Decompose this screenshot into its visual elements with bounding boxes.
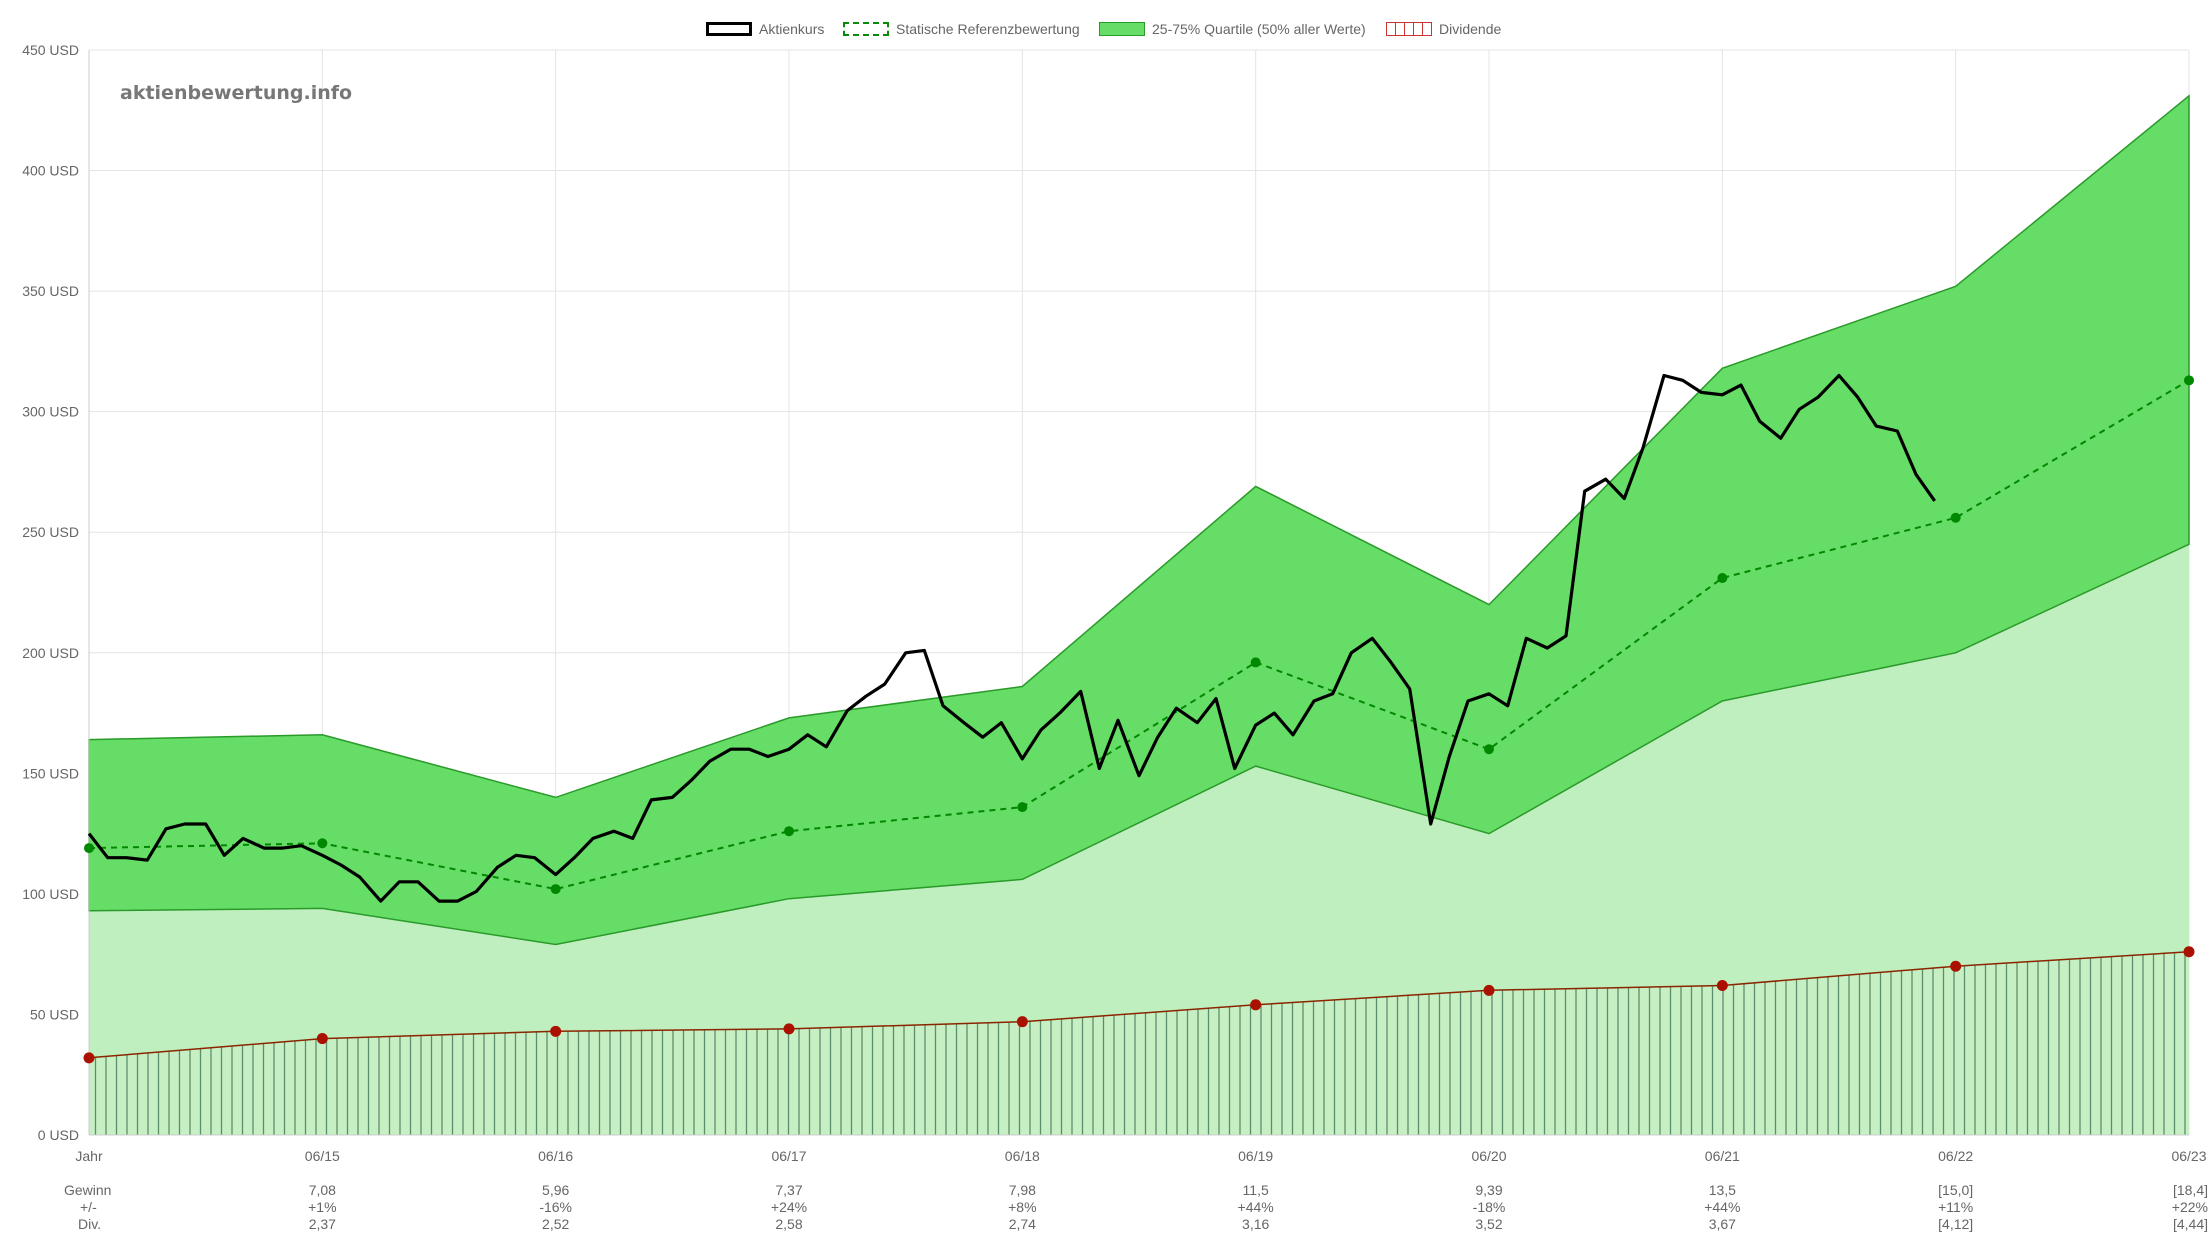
x-tick-label: 06/15 xyxy=(305,1148,340,1164)
quartile-band xyxy=(88,94,2190,946)
legend-label: 25-75% Quartile (50% aller Werte) xyxy=(1152,21,1366,37)
reference-point xyxy=(1717,573,1728,584)
table-cell-change: -16% xyxy=(539,1199,572,1215)
table-cell-div: [4,12] xyxy=(1938,1216,1974,1232)
y-tick-label: 250 USD xyxy=(22,524,79,540)
table-cell-change: -18% xyxy=(1472,1199,1506,1215)
dividend-point xyxy=(1250,999,1262,1011)
x-tick-label: 06/23 xyxy=(2171,1148,2206,1164)
dividend-point xyxy=(83,1052,95,1064)
legend-item-dividende[interactable]: Dividende xyxy=(1386,20,1501,38)
table-cell-div: 2,52 xyxy=(542,1216,570,1232)
table-cell-change: +44% xyxy=(1237,1199,1274,1215)
table-cell-gewinn: 9,39 xyxy=(1475,1182,1503,1198)
y-tick-label: 450 USD xyxy=(22,42,79,58)
x-tick-label: 06/18 xyxy=(1005,1148,1040,1164)
dividend-point xyxy=(2183,946,2195,958)
y-tick-label: 50 USD xyxy=(30,1006,79,1022)
watermark: aktienbewertung.info xyxy=(120,82,353,104)
reference-point xyxy=(317,838,328,849)
y-tick-label: 0 USD xyxy=(38,1127,79,1143)
x-tick-label: 06/19 xyxy=(1238,1148,1273,1164)
table-cell-gewinn: 7,08 xyxy=(308,1182,336,1198)
x-tick-label: 06/16 xyxy=(538,1148,573,1164)
reference-point xyxy=(1950,512,1961,523)
legend-swatch-reference xyxy=(843,22,889,36)
dividend-point xyxy=(1950,960,1962,972)
dividend-area xyxy=(89,951,2189,1135)
y-tick-label: 400 USD xyxy=(22,163,79,179)
row-label-div: Div. xyxy=(78,1216,102,1232)
row-label-change: +/- xyxy=(80,1199,97,1215)
table-cell-change: +11% xyxy=(1938,1199,1974,1215)
dividend-point xyxy=(1716,980,1728,992)
reference-point xyxy=(1017,802,1028,813)
table-cell-div: 2,37 xyxy=(308,1216,336,1232)
y-tick-label: 100 USD xyxy=(22,886,79,902)
table-cell-gewinn: 11,5 xyxy=(1242,1182,1269,1198)
table-cell-div: 3,16 xyxy=(1242,1216,1270,1232)
table-cell-div: 2,74 xyxy=(1008,1216,1036,1232)
table-cell-change: +24% xyxy=(770,1199,808,1215)
reference-point xyxy=(2184,375,2194,386)
price-line xyxy=(87,373,1937,903)
dividend-point xyxy=(1483,984,1495,996)
reference-point xyxy=(1484,744,1494,755)
table-cell-gewinn: [18,4] xyxy=(2172,1182,2208,1198)
legend-item-referenz[interactable]: Statische Referenzbewertung xyxy=(843,20,1080,38)
x-tick-label: 06/22 xyxy=(1938,1148,1973,1164)
legend-label: Statische Referenzbewertung xyxy=(896,21,1080,37)
legend-swatch-price xyxy=(706,22,752,36)
reference-point xyxy=(550,884,561,895)
legend-label: Aktienkurs xyxy=(759,21,825,37)
table-cell-gewinn: 7,37 xyxy=(775,1182,803,1198)
reference-point xyxy=(784,826,794,837)
reference-line xyxy=(88,379,2190,891)
legend-label: Dividende xyxy=(1439,21,1502,37)
y-tick-label: 150 USD xyxy=(22,765,79,781)
y-tick-label: 200 USD xyxy=(22,645,79,661)
row-label-gewinn: Gewinn xyxy=(64,1182,112,1198)
dividend-point xyxy=(316,1033,328,1045)
x-tick-label: 06/20 xyxy=(1471,1148,1506,1164)
table-cell-gewinn: 5,96 xyxy=(542,1182,570,1198)
table-cell-change: +8% xyxy=(1008,1199,1037,1215)
dividend-point xyxy=(550,1025,562,1037)
x-tick-label: 06/17 xyxy=(771,1148,806,1164)
legend-item-aktienkurs[interactable]: Aktienkurs xyxy=(706,20,824,38)
legend-item-quartile[interactable]: 25-75% Quartile (50% aller Werte) xyxy=(1099,20,1366,38)
table-cell-div: 2,58 xyxy=(775,1216,803,1232)
table-cell-gewinn: 7,98 xyxy=(1008,1182,1036,1198)
dividend-line xyxy=(88,951,2190,1059)
table-cell-change: +22% xyxy=(2171,1199,2208,1215)
table-cell-change: +44% xyxy=(1704,1199,1741,1215)
legend-swatch-dividend xyxy=(1386,22,1432,36)
legend-swatch-band xyxy=(1099,22,1145,36)
table-cell-gewinn: 13,5 xyxy=(1708,1182,1736,1198)
y-tick-label: 300 USD xyxy=(22,404,79,420)
x-tick-label: 06/21 xyxy=(1705,1148,1740,1164)
dividend-point xyxy=(783,1023,795,1035)
x-tick-label: Jahr xyxy=(75,1148,103,1164)
dividend-point xyxy=(1016,1016,1028,1028)
table-cell-div: 3,67 xyxy=(1708,1216,1736,1232)
table-cell-div: 3,52 xyxy=(1475,1216,1503,1232)
reference-point xyxy=(84,843,94,854)
y-tick-label: 350 USD xyxy=(22,283,79,299)
reference-point xyxy=(1250,657,1261,668)
table-cell-change: +1% xyxy=(308,1199,337,1215)
table-cell-gewinn: [15,0] xyxy=(1938,1182,1974,1198)
table-cell-div: [4,44] xyxy=(2172,1216,2208,1232)
